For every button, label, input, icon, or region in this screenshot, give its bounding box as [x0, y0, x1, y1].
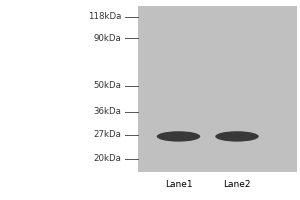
Text: Lane2: Lane2 [223, 180, 251, 189]
Ellipse shape [215, 131, 259, 142]
Text: 90kDa: 90kDa [94, 34, 122, 43]
Bar [138, 6, 297, 172]
Text: 118kDa: 118kDa [88, 12, 122, 21]
Text: 20kDa: 20kDa [94, 154, 122, 163]
Text: 36kDa: 36kDa [94, 107, 122, 116]
Text: Lane1: Lane1 [165, 180, 192, 189]
Ellipse shape [157, 131, 200, 142]
Text: 50kDa: 50kDa [94, 81, 122, 90]
Text: 27kDa: 27kDa [94, 130, 122, 139]
